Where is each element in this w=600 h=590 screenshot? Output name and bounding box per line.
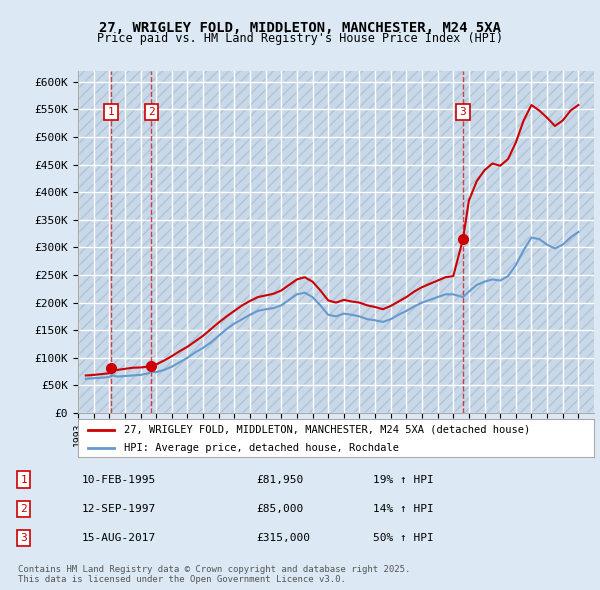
- Text: 14% ↑ HPI: 14% ↑ HPI: [373, 504, 434, 514]
- Text: £81,950: £81,950: [256, 474, 304, 484]
- Text: 3: 3: [460, 107, 466, 117]
- Text: 2: 2: [20, 504, 27, 514]
- Text: 27, WRIGLEY FOLD, MIDDLETON, MANCHESTER, M24 5XA (detached house): 27, WRIGLEY FOLD, MIDDLETON, MANCHESTER,…: [124, 425, 530, 435]
- Text: Contains HM Land Registry data © Crown copyright and database right 2025.
This d: Contains HM Land Registry data © Crown c…: [18, 565, 410, 584]
- Text: 15-AUG-2017: 15-AUG-2017: [82, 533, 156, 543]
- Text: Price paid vs. HM Land Registry's House Price Index (HPI): Price paid vs. HM Land Registry's House …: [97, 32, 503, 45]
- Text: 2: 2: [148, 107, 155, 117]
- Text: 27, WRIGLEY FOLD, MIDDLETON, MANCHESTER, M24 5XA: 27, WRIGLEY FOLD, MIDDLETON, MANCHESTER,…: [99, 21, 501, 35]
- Text: 3: 3: [20, 533, 27, 543]
- Text: 1: 1: [108, 107, 115, 117]
- Text: 12-SEP-1997: 12-SEP-1997: [82, 504, 156, 514]
- Text: 50% ↑ HPI: 50% ↑ HPI: [373, 533, 434, 543]
- Text: £315,000: £315,000: [256, 533, 310, 543]
- Text: £85,000: £85,000: [256, 504, 304, 514]
- Text: 1: 1: [20, 474, 27, 484]
- Text: HPI: Average price, detached house, Rochdale: HPI: Average price, detached house, Roch…: [124, 442, 400, 453]
- Text: 19% ↑ HPI: 19% ↑ HPI: [373, 474, 434, 484]
- Text: 10-FEB-1995: 10-FEB-1995: [82, 474, 156, 484]
